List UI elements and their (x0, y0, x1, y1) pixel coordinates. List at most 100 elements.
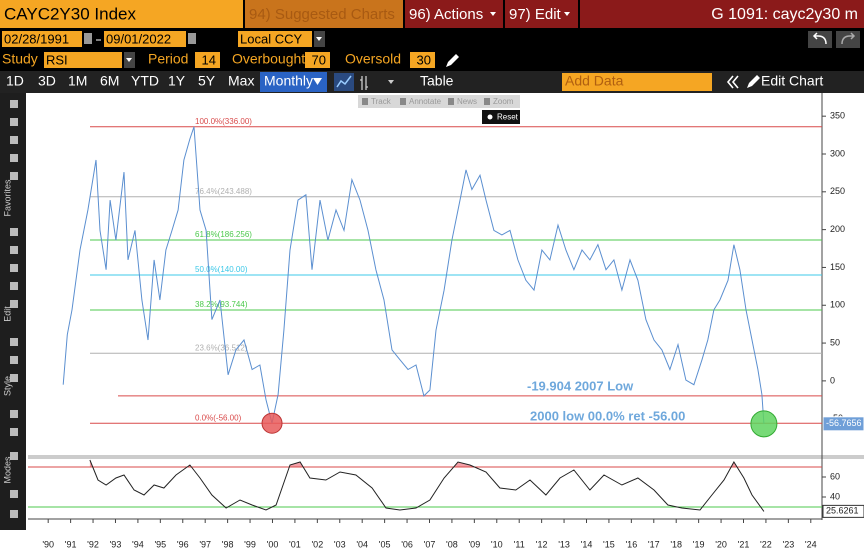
redo-button[interactable] (836, 31, 860, 48)
page-id: G 1091: cayc2y30 m (711, 6, 858, 23)
input[interactable] (44, 52, 122, 68)
tool-icon[interactable] (484, 98, 490, 105)
x-tick-label: '03 (334, 539, 346, 549)
reference-label: 76.4%(243.488) (195, 187, 252, 196)
x-tick-label: '24 (805, 539, 817, 549)
period-button[interactable]: 3D (38, 73, 56, 89)
sidebar-label[interactable]: Edit (2, 306, 12, 322)
undo-button[interactable] (808, 31, 832, 48)
period[interactable]: 14 (202, 52, 216, 67)
tool-icon[interactable] (10, 136, 18, 144)
tool-icon[interactable] (400, 98, 406, 105)
input[interactable] (104, 31, 186, 47)
tool-icon[interactable] (10, 282, 18, 290)
oversold[interactable]: 30 (417, 52, 431, 67)
input[interactable] (562, 73, 712, 91)
x-tick-label: '92 (87, 539, 99, 549)
frequency[interactable]: Monthly (264, 73, 313, 89)
calendar-icon[interactable] (188, 33, 196, 44)
pencil-icon[interactable] (446, 54, 459, 67)
reference-label: 0.0%(-56.00) (195, 413, 242, 422)
reset-label[interactable]: Reset (497, 113, 519, 122)
add-data[interactable]: Add Data (565, 73, 624, 89)
y-tick-label: 150 (830, 262, 845, 272)
sidebar-label[interactable]: Modes (2, 456, 12, 484)
tool-icon[interactable] (10, 246, 18, 254)
period-button[interactable]: 1D (6, 73, 24, 89)
y-tick-label: 350 (830, 111, 845, 121)
calendar-icon[interactable] (84, 33, 92, 44)
x-tick-label: '13 (558, 539, 570, 549)
tool-icon[interactable] (10, 510, 18, 518)
input[interactable] (410, 52, 435, 68)
tool-icon[interactable] (10, 154, 18, 162)
x-tick-label: '04 (356, 539, 368, 549)
start-date[interactable]: 02/28/1991 (4, 31, 69, 46)
menu-edit[interactable]: 97) Edit (509, 6, 562, 23)
tool-icon[interactable] (10, 410, 18, 418)
last-value-label: 25.6261 (826, 506, 859, 516)
menu-actions[interactable]: 96) Actions (409, 6, 483, 23)
tool-label[interactable]: News (457, 97, 477, 106)
period-button[interactable]: 1Y (168, 73, 186, 89)
sidebar-label[interactable]: Style (2, 376, 12, 396)
tool-icon[interactable] (10, 100, 18, 108)
period-button[interactable]: 5Y (198, 73, 216, 89)
collapse-icon[interactable] (726, 75, 739, 89)
period-button[interactable]: 6M (100, 73, 119, 89)
menu-box[interactable] (405, 0, 503, 28)
x-tick-label: '18 (670, 539, 682, 549)
period-button[interactable]: 1M (68, 73, 87, 89)
tool-icon[interactable] (10, 356, 18, 364)
x-tick-label: '97 (199, 539, 211, 549)
frequency-box[interactable] (260, 72, 327, 92)
study[interactable]: RSI (46, 52, 68, 67)
x-tick-label: '99 (244, 539, 256, 549)
tool-icon[interactable] (362, 98, 368, 105)
tool-icon[interactable] (448, 98, 454, 105)
x-tick-label: '98 (222, 539, 234, 549)
y-tick-label: 250 (830, 186, 845, 196)
tool-icon[interactable] (10, 228, 18, 236)
tool-label[interactable]: Zoom (493, 97, 514, 106)
reset-icon (487, 114, 493, 120)
tool-icon[interactable] (10, 428, 18, 436)
x-tick-label: '07 (424, 539, 436, 549)
dropdown-arrow (313, 78, 322, 85)
tool-label[interactable]: Track (371, 97, 392, 106)
tool-icon[interactable] (10, 118, 18, 126)
tool-icon[interactable] (10, 300, 18, 308)
bar-icon[interactable] (360, 76, 368, 90)
reference-label: 100.0%(336.00) (195, 117, 252, 126)
dropdown-arrow[interactable] (388, 80, 394, 84)
reference-label: 61.8%(186.256) (195, 230, 252, 239)
y-tick-label: 200 (830, 224, 845, 234)
sidebar-label[interactable]: Favorites (2, 179, 12, 217)
tool-icon[interactable] (10, 172, 18, 180)
input[interactable] (238, 31, 312, 47)
tool-label[interactable]: Annotate (409, 97, 442, 106)
end-date[interactable]: 09/01/2022 (106, 31, 171, 46)
line-chart-icon[interactable] (334, 73, 354, 91)
x-tick-label: '00 (267, 539, 279, 549)
period-button[interactable]: Max (228, 73, 254, 89)
panel-divider (28, 455, 864, 459)
menu-box[interactable] (245, 0, 403, 28)
tool-icon[interactable] (10, 264, 18, 272)
edit-chart-button[interactable]: Edit Chart (761, 73, 823, 89)
tool-icon[interactable] (10, 452, 18, 460)
currency[interactable]: Local CCY (240, 31, 302, 46)
input[interactable] (305, 52, 330, 68)
overbought[interactable]: 70 (312, 52, 326, 67)
tool-icon[interactable] (10, 374, 18, 382)
reset-button[interactable] (482, 110, 520, 124)
input[interactable] (195, 52, 220, 68)
tool-icon[interactable] (10, 490, 18, 498)
menu-suggested[interactable]: 94) Suggested Charts (249, 6, 395, 23)
tool-icon[interactable] (10, 338, 18, 346)
input[interactable] (2, 31, 82, 47)
table-button[interactable]: Table (420, 73, 454, 89)
security-title: CAYC2Y30 Index (4, 4, 136, 23)
period-button[interactable]: YTD (131, 73, 159, 89)
